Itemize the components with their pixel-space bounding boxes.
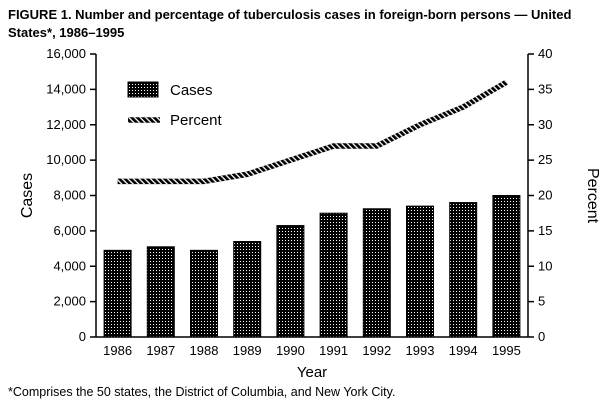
y-left-axis-title: Cases — [19, 173, 36, 218]
legend-swatch-cases-texture — [127, 81, 159, 98]
x-tick-label: 1992 — [362, 343, 391, 358]
legend-label-cases: Cases — [170, 82, 213, 99]
y-left-tick-label: 0 — [79, 329, 86, 344]
bar-texture-1991 — [319, 212, 348, 338]
y-left-tick-label: 6,000 — [53, 223, 86, 238]
y-right-tick-label: 10 — [538, 258, 552, 273]
y-right-tick-label: 35 — [538, 81, 552, 96]
x-tick-label: 1989 — [233, 343, 262, 358]
footnote: *Comprises the 50 states, the District o… — [8, 385, 396, 400]
bar-texture-1992 — [362, 208, 391, 338]
y-left-tick-label: 12,000 — [46, 117, 86, 132]
y-right-tick-label: 20 — [538, 188, 552, 203]
y-left-tick-label: 2,000 — [53, 294, 86, 309]
figure-title: FIGURE 1. Number and percentage of tuber… — [8, 7, 572, 40]
y-right-tick-label: 30 — [538, 117, 552, 132]
y-left-tick-label: 16,000 — [46, 46, 86, 61]
x-tick-label: 1995 — [492, 343, 521, 358]
bar-texture-1995 — [492, 195, 521, 338]
bar-texture-1986 — [103, 249, 132, 338]
y-right-axis-title: Percent — [584, 168, 601, 224]
x-tick-label: 1987 — [146, 343, 175, 358]
y-left-tick-label: 8,000 — [53, 188, 86, 203]
percent-line-texture — [117, 80, 508, 185]
x-tick-label: 1991 — [319, 343, 348, 358]
x-tick-label: 1993 — [406, 343, 435, 358]
y-right-tick-label: 40 — [538, 46, 552, 61]
bar-texture-1987 — [146, 246, 175, 338]
y-right-tick-label: 5 — [538, 294, 545, 309]
x-tick-label: 1988 — [190, 343, 219, 358]
chart: 0 2,000 4,000 6,000 8,000 10,000 12,000 14,000 1… — [19, 46, 601, 381]
bar-texture-1994 — [449, 202, 478, 338]
x-tick-label: 1994 — [449, 343, 478, 358]
y-left-tick-label: 14,000 — [46, 81, 86, 96]
bar-texture-1988 — [190, 249, 218, 338]
x-tick-label: 1986 — [103, 343, 132, 358]
bar-texture-1993 — [406, 205, 434, 338]
legend-label-percent: Percent — [170, 112, 223, 129]
bar-texture-1989 — [233, 241, 262, 338]
bar-texture-1990 — [276, 225, 305, 338]
y-right-tick-label: 15 — [538, 223, 552, 238]
y-left-tick-label: 4,000 — [53, 258, 86, 273]
y-left-tick-label: 10,000 — [46, 152, 86, 167]
y-right-tick-label: 0 — [538, 329, 545, 344]
x-tick-label: 1990 — [276, 343, 305, 358]
y-right-tick-label: 25 — [538, 152, 552, 167]
x-axis-title: Year — [297, 364, 327, 381]
